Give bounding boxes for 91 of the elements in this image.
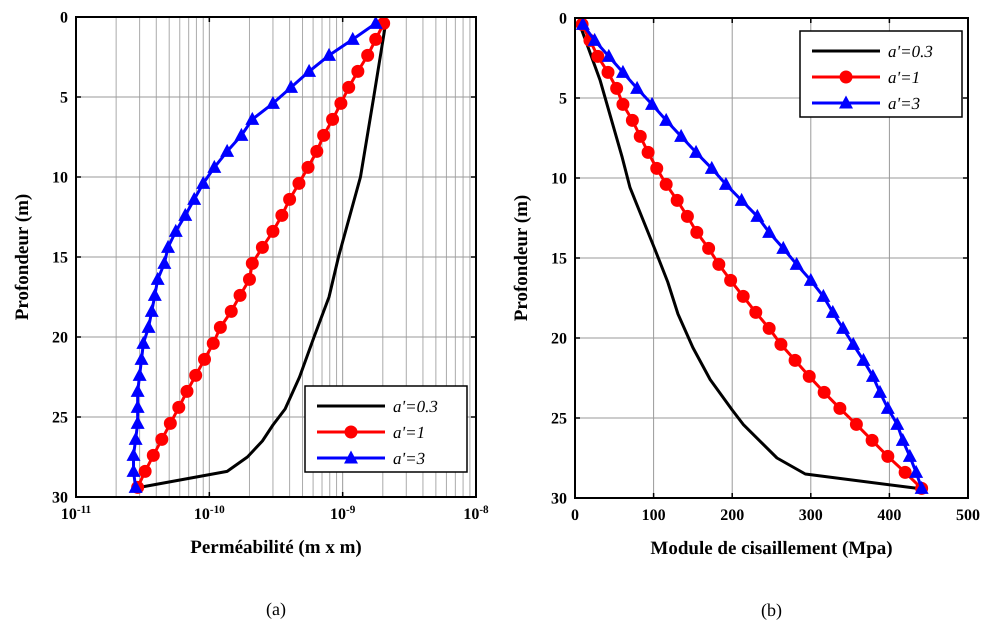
- legend-label: a'=1: [393, 422, 426, 442]
- point: [890, 416, 904, 430]
- point: [866, 368, 880, 382]
- point: [704, 160, 719, 174]
- y-tick-label: 30: [551, 490, 567, 508]
- point: [650, 162, 664, 175]
- point: [660, 178, 673, 191]
- point: [790, 256, 804, 270]
- point: [734, 192, 749, 206]
- y-axis-title: Profondeur (m): [12, 194, 33, 320]
- point: [634, 130, 647, 143]
- x-axis-title: Perméabilité (m x m): [190, 537, 362, 558]
- legend-label: a'=3: [888, 94, 920, 113]
- point: [659, 112, 674, 126]
- y-tick-label: 0: [559, 10, 567, 28]
- y-tick-label: 25: [551, 410, 567, 428]
- point: [689, 144, 704, 158]
- point: [880, 400, 895, 414]
- y-tick-label: 30: [52, 490, 68, 507]
- point: [718, 176, 733, 190]
- point: [591, 50, 604, 63]
- point: [750, 208, 764, 222]
- x-tick-label: 10$^{-10}$: [194, 504, 226, 523]
- point: [762, 224, 776, 238]
- point: [898, 466, 912, 479]
- point: [816, 288, 830, 302]
- point: [702, 242, 716, 255]
- point: [588, 32, 602, 46]
- point: [846, 336, 860, 350]
- point: [749, 306, 762, 319]
- point: [642, 146, 655, 159]
- legend-label: a'=0.3: [888, 42, 933, 61]
- point: [896, 432, 910, 446]
- y-tick-label: 15: [551, 250, 567, 268]
- point: [762, 322, 776, 335]
- point: [856, 352, 870, 366]
- point: [610, 82, 624, 95]
- x-tick-label: 400: [877, 507, 902, 524]
- point: [818, 386, 831, 399]
- point: [602, 48, 616, 62]
- y-tick-label: 25: [52, 410, 68, 427]
- point: [736, 290, 750, 303]
- y-tick-label: 10: [551, 170, 567, 188]
- point: [909, 464, 924, 478]
- point: [836, 320, 850, 334]
- x-tick-label: 10$^{-11}$: [60, 504, 92, 523]
- point: [645, 96, 660, 110]
- point: [626, 114, 639, 127]
- point: [630, 80, 644, 94]
- x-tick-label: 0: [571, 507, 579, 524]
- point: [724, 274, 738, 287]
- text: (b): [761, 600, 782, 620]
- point: [833, 402, 846, 415]
- point: [872, 384, 887, 398]
- point: [866, 434, 879, 447]
- point: [712, 258, 726, 271]
- point: [774, 338, 788, 351]
- legend-label: a'=1: [888, 68, 920, 87]
- point: [826, 304, 840, 318]
- point: [616, 98, 630, 111]
- y-tick-label: 10: [52, 170, 68, 187]
- x-tick-label: 200: [720, 507, 744, 524]
- point: [674, 128, 688, 142]
- point: [670, 194, 684, 207]
- point: [680, 210, 694, 223]
- point: [776, 240, 790, 254]
- x-tick-label: 10$^{-9}$: [330, 504, 356, 523]
- point: [804, 272, 818, 286]
- point: [690, 226, 704, 239]
- point: [802, 370, 816, 383]
- point: [616, 64, 630, 78]
- y-tick-label: 0: [60, 10, 68, 27]
- point: [788, 354, 802, 367]
- x-tick-label: 500: [956, 507, 980, 524]
- x-axis-title: Module de cisaillement (Mpa): [650, 538, 893, 559]
- point: [902, 448, 917, 462]
- y-tick-label: 20: [52, 330, 68, 347]
- legend-label: a'=3: [393, 448, 426, 468]
- point: [850, 418, 863, 431]
- x-tick-label: 10$^{-8}$: [463, 504, 490, 523]
- x-tick-label: 300: [798, 507, 823, 524]
- point: [881, 450, 894, 463]
- text: (a): [266, 599, 286, 619]
- y-tick-label: 20: [551, 330, 567, 348]
- y-tick-label: 5: [60, 90, 68, 107]
- y-axis-title: Profondeur (m): [511, 194, 532, 322]
- x-tick-label: 100: [642, 507, 666, 524]
- point: [602, 66, 615, 79]
- y-tick-label: 5: [559, 90, 567, 108]
- legend-label: a'=0.3: [393, 396, 438, 416]
- y-tick-label: 15: [52, 250, 68, 267]
